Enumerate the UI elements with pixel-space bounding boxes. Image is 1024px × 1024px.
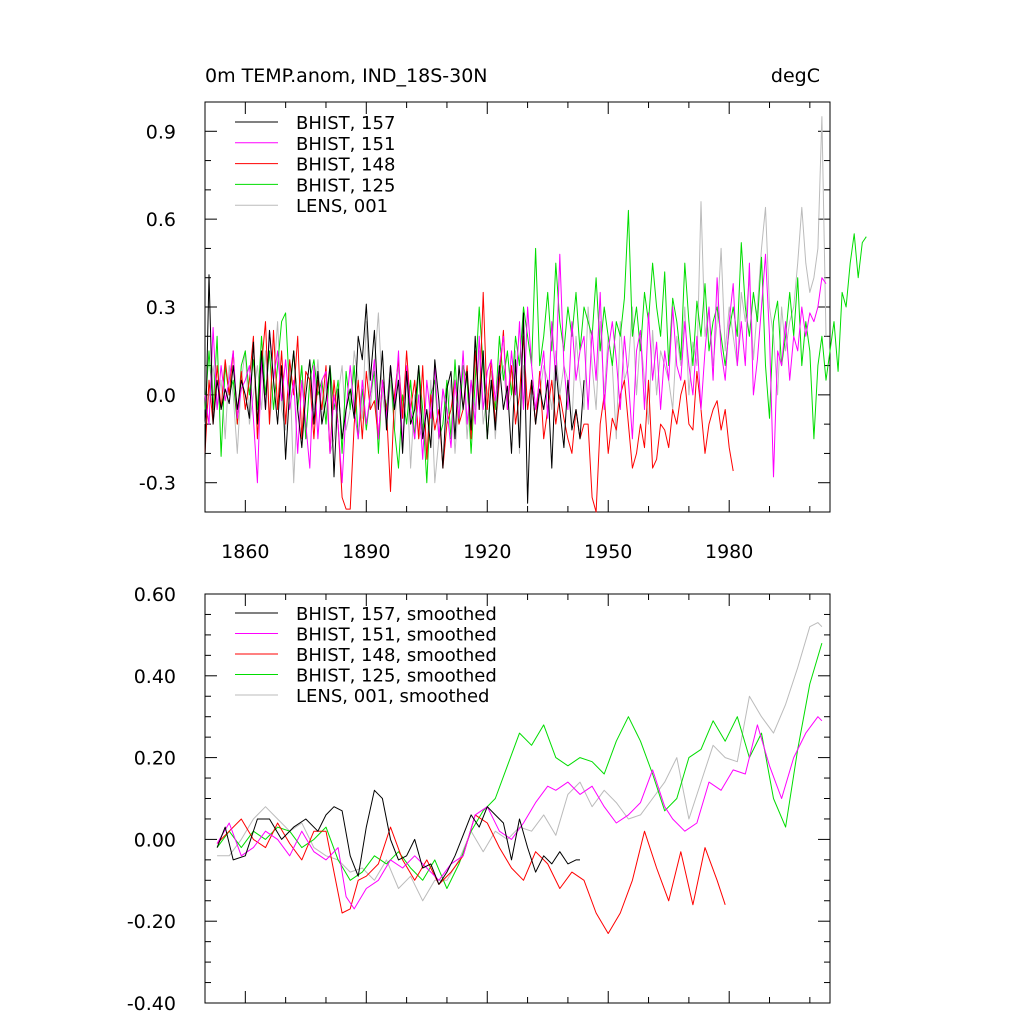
legend-item: BHIST, 157 [235,113,395,134]
legend-label: BHIST, 151 [296,134,395,155]
legend-label: LENS, 001, smoothed [296,686,489,707]
y-tick-label: -0.40 [127,993,176,1015]
x-tick-label: 1920 [463,541,511,563]
series-line [216,814,726,934]
legend-label: LENS, 001 [296,196,388,217]
legend-item: LENS, 001, smoothed [235,686,489,707]
legend-item: BHIST, 151, smoothed [235,625,497,646]
legend-item: BHIST, 157, smoothed [235,604,497,625]
temperature-anomaly-panel: 0m TEMP.anom, IND_18S-30N degC -0.3 0.0 0.… [139,65,867,563]
x-tick-label: 1980 [705,541,753,563]
legend-item: BHIST, 148 [235,155,395,176]
y-tick-label: 0.3 [146,297,176,319]
series-group [216,622,823,934]
series-line [204,253,827,484]
axis-ticks [204,593,830,1004]
series-line [216,716,823,910]
smoothed-anomaly-panel: -0.40 -0.20 0.00 0.20 0.40 0.60 BHIST, 157, s… [127,584,831,1015]
y-axis-labels: -0.3 0.0 0.3 0.6 0.9 [139,121,176,494]
y-tick-label: -0.3 [139,473,176,495]
legend-item: BHIST, 125 [235,175,395,196]
y-tick-label: 0.20 [134,748,176,770]
legend-label: BHIST, 125, smoothed [296,666,497,687]
legend-item: LENS, 001 [235,196,388,217]
y-tick-label: 0.9 [146,121,176,143]
series-group [204,116,867,513]
legend-label: BHIST, 125 [296,175,395,196]
x-tick-label: 1890 [342,541,390,563]
legend-item: BHIST, 151 [235,134,395,155]
legend-label: BHIST, 148, smoothed [296,645,497,666]
legend-item: BHIST, 148, smoothed [235,645,497,666]
legend-label: BHIST, 148 [296,155,395,176]
legend-label: BHIST, 157, smoothed [296,604,497,625]
y-tick-label: 0.0 [146,385,176,407]
units-label: degC [771,65,820,87]
y-tick-label: 0.00 [134,829,176,851]
legend-label: BHIST, 151, smoothed [296,625,497,646]
series-line [217,622,823,902]
y-tick-label: 0.40 [134,666,176,688]
legend-label: BHIST, 157 [296,113,395,134]
series-line [216,789,580,885]
y-axis-labels: -0.40 -0.20 0.00 0.20 0.40 0.60 [127,584,176,1015]
legend-item: BHIST, 125, smoothed [235,666,497,687]
x-tick-label: 1860 [221,541,269,563]
series-line [204,274,585,504]
y-tick-label: 0.6 [146,209,176,231]
series-line [216,642,823,889]
series-line [204,209,867,484]
y-tick-label: 0.60 [134,584,176,606]
x-axis-labels: 1860 1890 1920 1950 1980 [221,541,753,563]
axis-ticks [204,101,830,513]
y-tick-label: -0.20 [127,911,176,933]
x-tick-label: 1950 [584,541,632,563]
chart-title: 0m TEMP.anom, IND_18S-30N [205,65,488,87]
